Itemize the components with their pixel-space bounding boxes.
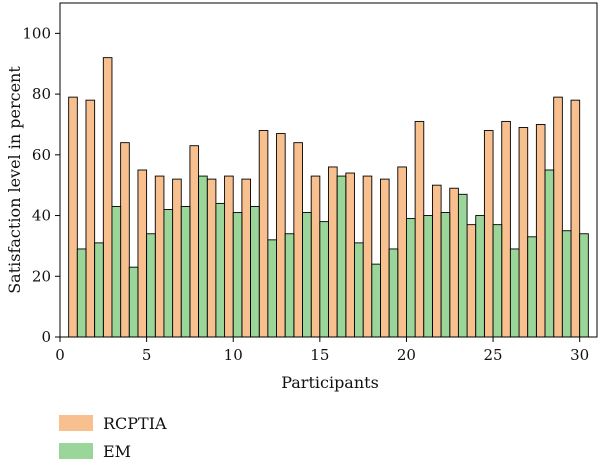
bar-rcptia-7: [172, 178, 182, 338]
bar-em-29: [561, 230, 572, 338]
bar-em-11: [250, 205, 260, 338]
legend: RCPTIA EM: [59, 414, 167, 461]
y-tick-label: 0: [41, 328, 51, 346]
bar-em-17: [354, 242, 364, 338]
bar-em-23: [457, 193, 468, 338]
bar-em-6: [163, 209, 174, 338]
bar-rcptia-5: [137, 169, 148, 338]
x-tick-label: 15: [310, 346, 329, 364]
bar-rcptia-4: [120, 142, 130, 338]
legend-label-em: EM: [103, 442, 131, 461]
bar-em-3: [111, 205, 122, 338]
bar-rcptia-16: [328, 166, 338, 338]
bar-em-16: [336, 175, 347, 338]
x-tick-label: 10: [224, 346, 243, 364]
bar-rcptia-22: [431, 184, 442, 338]
x-tick-label: 0: [55, 346, 65, 364]
bar-rcptia-28: [535, 123, 546, 338]
bar-rcptia-20: [397, 166, 407, 338]
y-tick-label: 60: [32, 146, 51, 164]
bar-em-26: [509, 248, 520, 338]
y-tick-label: 80: [32, 85, 51, 103]
x-axis-title: Participants: [281, 373, 379, 392]
bar-rcptia-9: [206, 178, 217, 338]
bar-em-14: [302, 212, 312, 338]
bar-em-9: [215, 202, 226, 338]
bar-rcptia-15: [310, 175, 321, 338]
bar-em-1: [76, 248, 87, 338]
bar-rcptia-3: [102, 57, 113, 338]
bar-em-19: [388, 248, 399, 338]
bar-rcptia-14: [293, 142, 303, 338]
bar-rcptia-18: [362, 175, 373, 338]
legend-label-rcptia: RCPTIA: [103, 414, 167, 433]
bar-em-25: [492, 224, 503, 338]
legend-swatch-rcptia: [59, 415, 93, 431]
bar-em-13: [284, 233, 295, 338]
bar-em-10: [232, 212, 243, 338]
y-axis-title: Satisfaction level in percent: [5, 66, 24, 294]
bar-rcptia-13: [276, 133, 286, 338]
bar-rcptia-11: [241, 178, 251, 338]
x-tick-label: 30: [570, 346, 589, 364]
bar-rcptia-27: [518, 127, 529, 338]
legend-swatch-em: [59, 443, 93, 459]
y-tick-label: 100: [22, 24, 51, 42]
bar-em-21: [423, 215, 433, 338]
plot-frame: [59, 2, 598, 338]
bar-em-18: [371, 263, 381, 338]
bar-em-24: [475, 215, 485, 338]
bar-rcptia-1: [68, 96, 78, 338]
bar-rcptia-19: [380, 178, 390, 338]
bar-em-7: [180, 205, 191, 338]
bar-rcptia-30: [570, 99, 581, 338]
y-tick-label: 20: [32, 267, 51, 285]
bar-rcptia-17: [345, 172, 355, 338]
bar-em-22: [440, 212, 451, 338]
bar-em-15: [319, 221, 329, 338]
bar-em-4: [128, 266, 139, 338]
bar-rcptia-23: [449, 187, 459, 338]
bar-rcptia-29: [553, 96, 563, 338]
x-tick-label: 5: [142, 346, 152, 364]
axes: 0 5 10 15 20 25 30 0 20 40 60 80 100: [22, 2, 598, 364]
bar-rcptia-8: [189, 145, 200, 338]
bar-rcptia-24: [466, 224, 477, 338]
x-tick-label: 20: [397, 346, 416, 364]
bar-em-20: [406, 218, 416, 338]
bar-rcptia-25: [483, 130, 494, 338]
bar-rcptia-12: [258, 130, 269, 338]
bar-em-8: [198, 175, 208, 338]
bar-em-12: [267, 239, 277, 338]
x-tick-label: 25: [484, 346, 503, 364]
bar-rcptia-21: [414, 120, 425, 338]
bar-rcptia-6: [154, 175, 165, 338]
bar-rcptia-26: [501, 120, 511, 338]
y-tick-label: 40: [32, 207, 51, 225]
bar-em-2: [94, 242, 104, 338]
bar-em-28: [544, 169, 555, 338]
bar-em-30: [579, 233, 589, 338]
bar-em-27: [527, 236, 537, 338]
bar-rcptia-2: [85, 99, 96, 338]
bar-em-5: [146, 233, 156, 338]
bar-rcptia-10: [224, 175, 234, 338]
